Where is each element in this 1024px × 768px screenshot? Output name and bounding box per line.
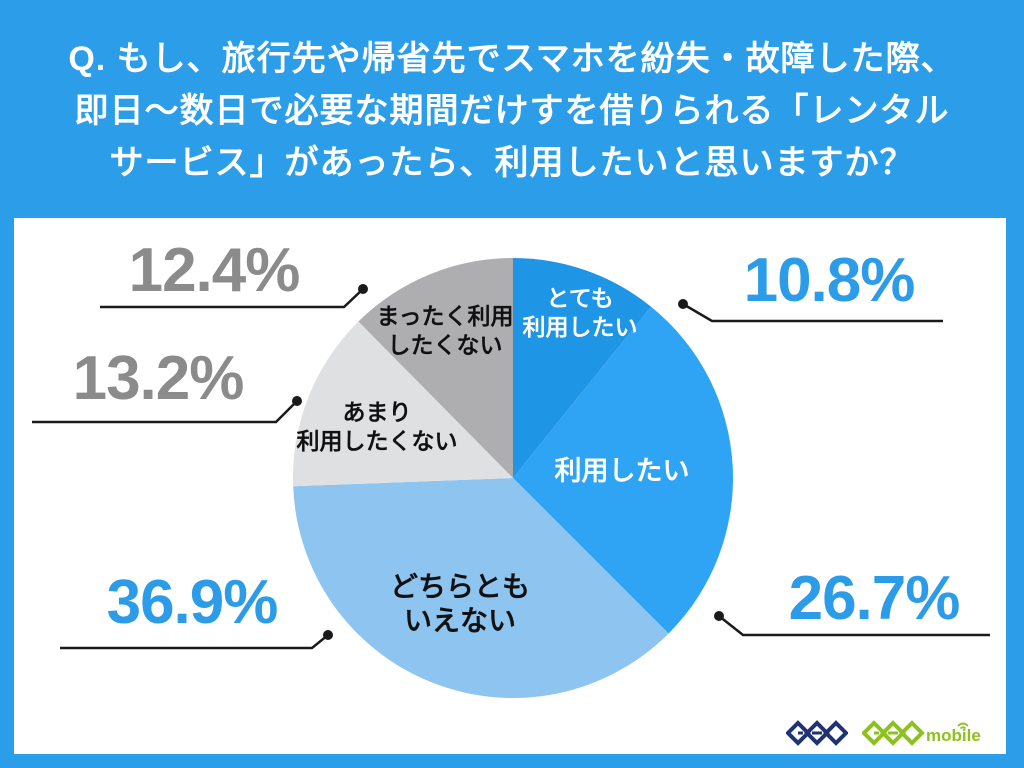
- callout-value-riyou: 26.7%: [788, 564, 961, 633]
- pie-slice-3: [293, 321, 513, 487]
- slice-label-riyou: 利用したい: [522, 456, 722, 486]
- pie-chart: [293, 258, 733, 698]
- slice-label-line: まったく利用: [376, 303, 514, 329]
- pie-slice-0: [513, 258, 652, 478]
- pie-slice-1: [513, 306, 733, 634]
- chart-card: とても 利用したい 利用したい どちらとも いえない あまり 利用したくない ま…: [14, 218, 1006, 754]
- slice-label-line: 利用したい: [522, 314, 638, 340]
- slice-label-line: 利用したい: [554, 456, 690, 486]
- slice-label-line: 利用したくない: [296, 428, 458, 454]
- slice-label-dochira: どちらとも いえない: [360, 570, 560, 638]
- slice-label-line: いえない: [403, 605, 516, 636]
- wifi-arcs-icon: [957, 722, 969, 730]
- geo-mobile-word: mobile: [926, 726, 981, 745]
- footer-logos: mobile: [786, 718, 986, 748]
- pie-slice-2: [293, 478, 669, 698]
- callout-value-mattaku: 12.4%: [128, 236, 301, 305]
- callout-value-totemo: 10.8%: [743, 246, 916, 315]
- pie-svg: [293, 258, 733, 698]
- question-header: Q. もし、旅行先や帰省先でスマホを紛失・故障した際、 即日〜数日で必要な期間だ…: [0, 0, 1024, 218]
- slice-label-line: したくない: [387, 332, 503, 358]
- callout-value-amari: 13.2%: [72, 344, 245, 413]
- callout-value-dochira: 36.9%: [106, 568, 279, 637]
- slice-label-amari: あまり 利用したくない: [277, 398, 477, 456]
- geo-mobile-logo-icon: mobile: [862, 720, 981, 746]
- pie-slice-4: [358, 258, 513, 478]
- question-line-3: サービス」があったら、利用したいと思いますか？: [109, 144, 915, 182]
- question-line-2: 即日〜数日で必要な期間だけすを借りられる「レンタル: [74, 92, 950, 130]
- geo-logo-icon: [786, 720, 848, 746]
- slice-label-mattaku: まったく利用 したくない: [345, 302, 545, 360]
- slice-label-line: あまり: [342, 399, 412, 425]
- slice-label-line: とても: [546, 285, 614, 311]
- slice-label-totemo: とても 利用したい: [470, 284, 690, 342]
- question-line-1: Q. もし、旅行先や帰省先でスマホを紛失・故障した際、: [68, 40, 956, 78]
- slice-label-line: どちらとも: [389, 571, 530, 602]
